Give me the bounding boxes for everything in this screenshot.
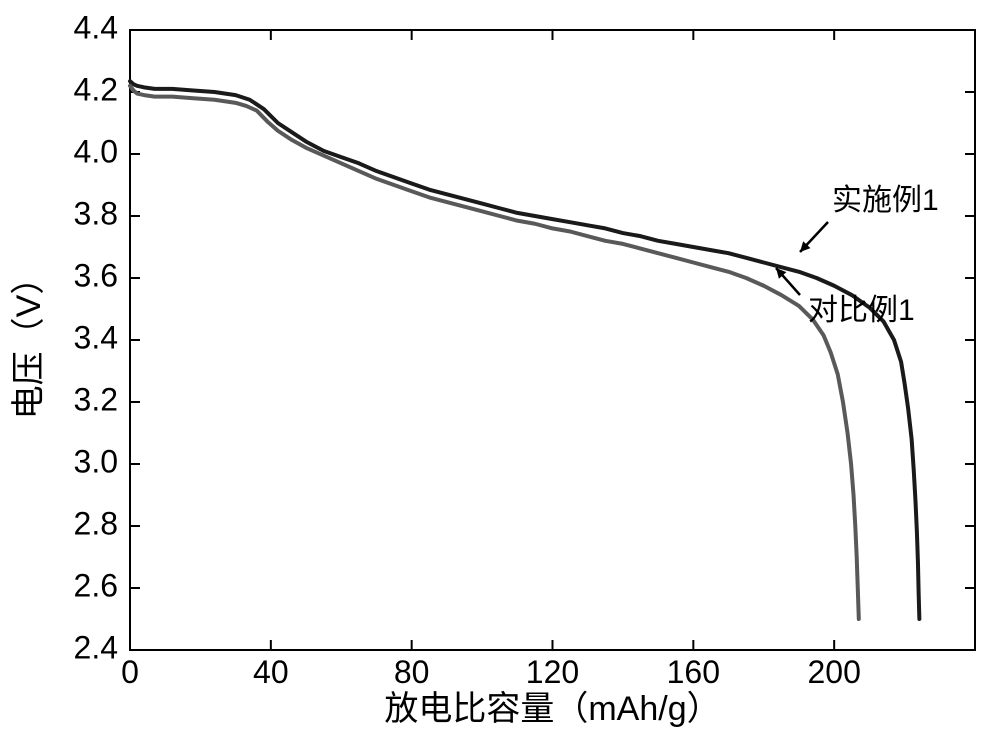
y-tick-label: 2.4 (74, 629, 118, 665)
y-tick-label: 4.4 (74, 9, 118, 45)
annotation-label: 对比例1 (808, 294, 915, 327)
plot-border (130, 30, 975, 650)
chart-svg: 0 40 80 120 160 200 2.4 2.6 2.8 3.0 3.2 3.4 3.6 3.8 4.… (0, 0, 1000, 749)
y-tick-label: 3.4 (74, 319, 118, 355)
y-tick-label: 4.0 (74, 133, 118, 169)
y-tick-label: 3.0 (74, 443, 118, 479)
x-tick-label: 80 (394, 654, 430, 690)
y-tick-label: 2.6 (74, 567, 118, 603)
x-tick-label: 200 (807, 654, 860, 690)
annotation-label: 实施例1 (832, 184, 939, 217)
discharge-curve-chart: 0 40 80 120 160 200 2.4 2.6 2.8 3.0 3.2 3.4 3.6 3.8 4.… (0, 0, 1000, 749)
y-tick-label: 3.6 (74, 257, 118, 293)
y-tick-label: 3.8 (74, 195, 118, 231)
x-tick-label: 40 (253, 654, 289, 690)
y-tick-label: 4.2 (74, 71, 118, 107)
y-tick-label: 2.8 (74, 505, 118, 541)
x-tick-label: 120 (526, 654, 579, 690)
y-tick-label: 3.2 (74, 381, 118, 417)
series-对比例1 (130, 86, 859, 619)
x-axis-title: 放电比容量（mAh/g） (384, 690, 720, 728)
x-tick-label: 160 (667, 654, 720, 690)
y-axis-title: 电压（V） (10, 261, 48, 420)
x-tick-label: 0 (121, 654, 139, 690)
series-实施例1 (130, 81, 919, 619)
